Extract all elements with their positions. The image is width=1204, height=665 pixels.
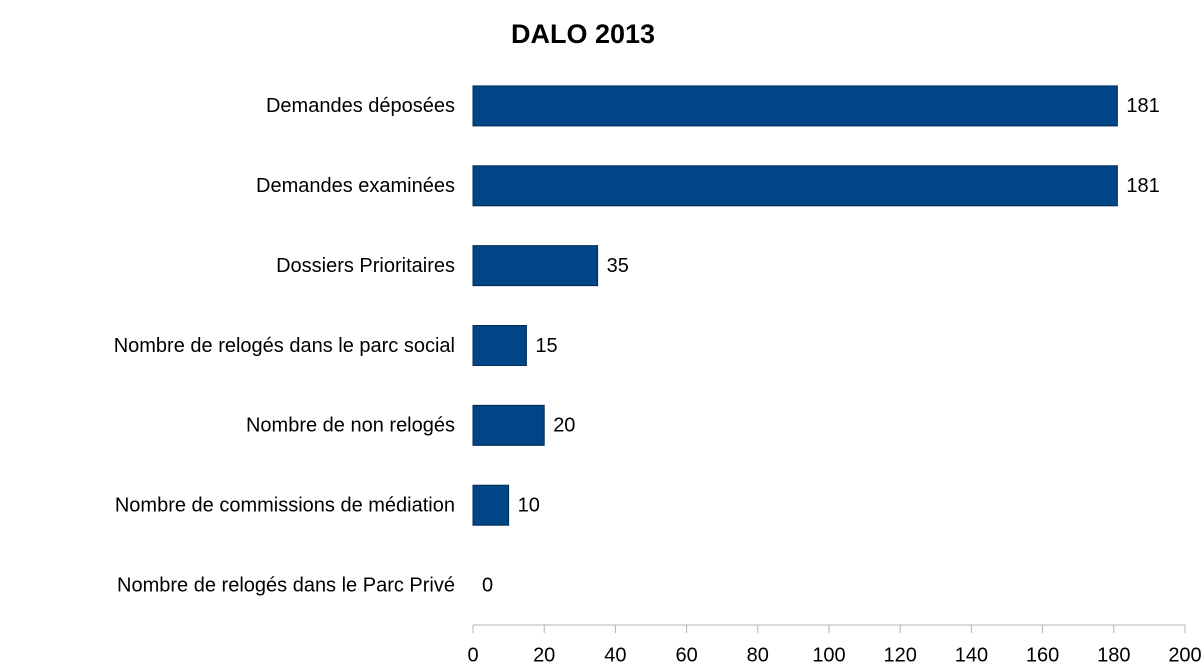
x-tick-label: 80 bbox=[747, 644, 769, 665]
y-tick-label: Demandes déposées bbox=[266, 95, 455, 117]
y-tick-label: Dossiers Prioritaires bbox=[276, 255, 455, 277]
x-tick-label: 200 bbox=[1168, 644, 1201, 665]
data-label: 10 bbox=[518, 494, 540, 516]
y-tick-label: Nombre de commissions de médiation bbox=[115, 494, 455, 516]
bar bbox=[472, 325, 527, 366]
bar bbox=[472, 245, 599, 287]
x-tick-label: 20 bbox=[533, 644, 555, 665]
x-tick-label: 0 bbox=[467, 644, 478, 665]
data-label: 15 bbox=[535, 335, 557, 357]
y-tick-label: Nombre de relogés dans le Parc Privé bbox=[117, 574, 455, 596]
x-tick-label: 180 bbox=[1097, 644, 1130, 665]
x-tick-label: 160 bbox=[1026, 644, 1059, 665]
data-label: 181 bbox=[1126, 95, 1159, 117]
data-label: 0 bbox=[482, 574, 493, 596]
y-tick-label: Nombre de relogés dans le parc social bbox=[114, 335, 455, 357]
x-tick-label: 100 bbox=[812, 644, 845, 665]
data-label: 181 bbox=[1126, 175, 1159, 197]
bar bbox=[472, 85, 1118, 127]
y-tick-label: Nombre de non relogés bbox=[246, 415, 455, 437]
bar bbox=[472, 165, 1118, 207]
chart-title: DALO 2013 bbox=[511, 19, 655, 49]
bar bbox=[472, 404, 545, 446]
data-label: 35 bbox=[607, 255, 629, 277]
data-label: 20 bbox=[553, 415, 575, 437]
x-tick-label: 60 bbox=[675, 644, 697, 665]
x-tick-label: 120 bbox=[884, 644, 917, 665]
x-tick-label: 140 bbox=[955, 644, 988, 665]
y-tick-label: Demandes examinées bbox=[256, 175, 455, 197]
bar bbox=[472, 484, 510, 526]
x-tick-label: 40 bbox=[604, 644, 626, 665]
